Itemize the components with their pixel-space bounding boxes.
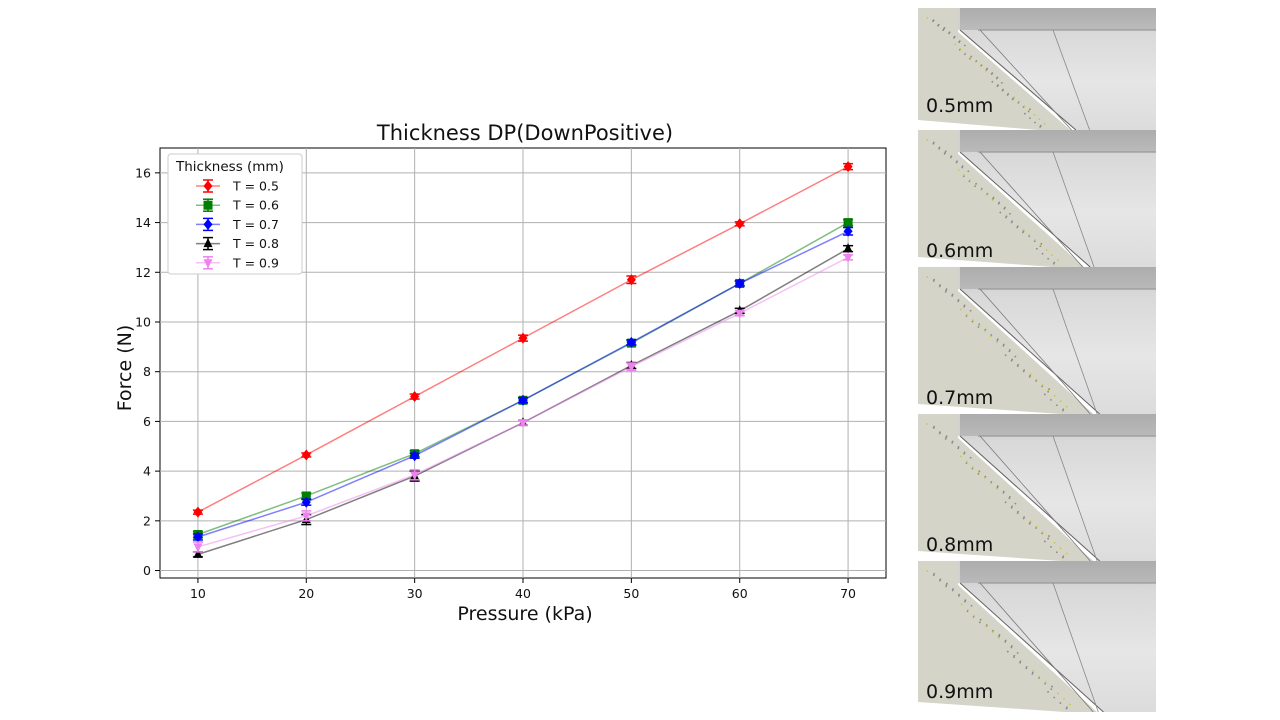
data-point — [301, 449, 311, 461]
series-1 — [192, 161, 854, 518]
y-tick-label: 12 — [135, 265, 151, 280]
y-tick-label: 10 — [135, 314, 151, 329]
x-tick-label: 60 — [732, 586, 748, 601]
series-group — [192, 161, 854, 558]
data-point — [518, 332, 528, 344]
y-axis-label: Force (N) — [114, 325, 136, 411]
legend-item: T = 0.8 — [196, 236, 279, 251]
data-point — [193, 531, 203, 543]
thickness-panel — [918, 414, 1156, 561]
legend-item: T = 0.6 — [196, 198, 279, 213]
legend-marker — [203, 259, 213, 269]
data-point — [301, 491, 311, 501]
thickness-panel — [918, 8, 1156, 130]
panel-thickness-label: 0.5mm — [926, 95, 994, 117]
data-point — [193, 506, 203, 518]
legend-marker — [203, 180, 213, 192]
cross-section-image — [918, 130, 1156, 267]
legend: Thickness (mm) T = 0.5 T = 0.6 T = 0.7 T = … — [167, 153, 303, 275]
y-tick-label: 2 — [143, 513, 151, 528]
data-point — [735, 218, 745, 230]
legend-title: Thickness (mm) — [175, 159, 284, 175]
thickness-panel — [918, 130, 1156, 267]
legend-item: T = 0.5 — [196, 179, 279, 194]
data-point — [735, 309, 745, 319]
thickness-panel — [918, 561, 1156, 712]
data-point — [518, 394, 528, 406]
legend-label: T = 0.6 — [232, 198, 279, 213]
cross-section-image — [918, 8, 1156, 130]
data-point — [626, 274, 636, 286]
data-point — [193, 543, 203, 553]
panel-thickness-label: 0.6mm — [926, 240, 994, 262]
data-point — [410, 471, 420, 481]
data-point — [410, 391, 420, 403]
data-point — [193, 548, 203, 558]
y-tick-label: 16 — [135, 165, 151, 180]
x-tick-label: 50 — [623, 586, 639, 601]
data-point — [626, 336, 636, 348]
data-point — [735, 277, 745, 289]
data-point — [626, 363, 636, 373]
x-tick-label: 10 — [190, 586, 206, 601]
y-tick-label: 4 — [143, 464, 151, 479]
series-3 — [192, 225, 854, 543]
x-tick-label: 20 — [298, 586, 314, 601]
data-point — [301, 496, 311, 508]
legend-label: T = 0.9 — [232, 255, 279, 270]
chart-title: Thickness DP(DownPositive) — [376, 121, 673, 145]
data-point — [843, 225, 853, 237]
legend-label: T = 0.8 — [232, 236, 279, 251]
data-point — [843, 253, 853, 263]
legend-item: T = 0.9 — [196, 255, 279, 270]
cross-section-image — [918, 267, 1156, 414]
y-tick-label: 8 — [143, 364, 151, 379]
legend-label: T = 0.5 — [232, 179, 279, 194]
y-tick-label: 14 — [135, 215, 151, 230]
cross-section-image — [918, 414, 1156, 561]
cross-section-image — [918, 561, 1156, 712]
data-point — [843, 218, 853, 228]
y-tick-label: 6 — [143, 414, 151, 429]
force-pressure-chart: 10 20 30 40 50 60 70 0 2 4 6 8 10 12 14 16 Thickness DP… — [114, 121, 887, 625]
thickness-panel — [918, 267, 1156, 414]
series-5 — [192, 253, 854, 553]
data-point — [843, 243, 853, 253]
panel-thickness-label: 0.7mm — [926, 387, 994, 409]
legend-marker — [203, 200, 213, 210]
y-tick-label: 0 — [143, 563, 151, 578]
legend-marker — [203, 218, 213, 230]
legend-marker — [203, 238, 213, 248]
x-axis-label: Pressure (kPa) — [457, 603, 592, 625]
data-point — [518, 419, 528, 429]
panel-thickness-label: 0.8mm — [926, 534, 994, 556]
data-point — [843, 161, 853, 173]
x-tick-label: 40 — [515, 586, 531, 601]
x-tick-label: 30 — [407, 586, 423, 601]
legend-item: T = 0.7 — [196, 217, 279, 232]
x-tick-label: 70 — [840, 586, 856, 601]
data-point — [410, 450, 420, 462]
data-point — [301, 512, 311, 522]
legend-label: T = 0.7 — [232, 217, 279, 232]
panel-thickness-label: 0.9mm — [926, 681, 994, 703]
axis-ticks: 10 20 30 40 50 60 70 0 2 4 6 8 10 12 14 16 — [135, 165, 856, 601]
